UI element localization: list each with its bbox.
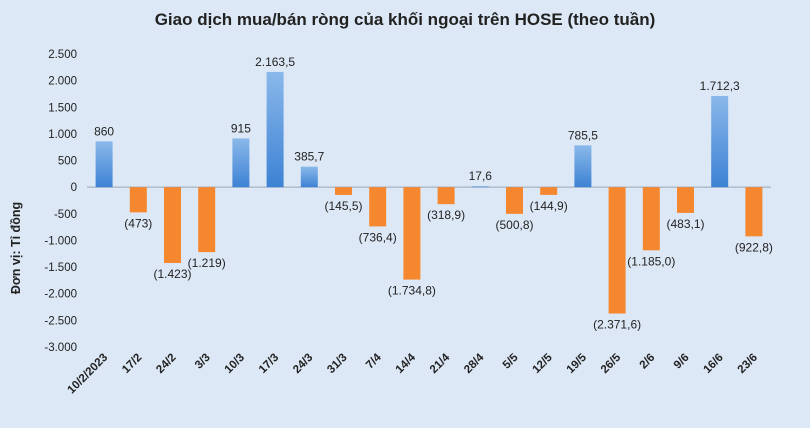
bar xyxy=(266,71,284,188)
x-tick-label: 2/6 xyxy=(638,352,658,372)
x-tick-label: 16/6 xyxy=(702,352,726,376)
y-tick-label: 500 xyxy=(58,156,77,168)
data-label: 1.712,3 xyxy=(700,79,740,93)
x-tick-label: 23/6 xyxy=(736,352,760,376)
bar xyxy=(574,145,592,188)
x-tick-label: 14/4 xyxy=(394,351,419,376)
y-tick-label: -3.000 xyxy=(44,342,77,354)
x-tick-label: 19/5 xyxy=(565,351,590,376)
y-tick-label: -2.500 xyxy=(44,315,77,327)
y-tick-label: 2.000 xyxy=(48,76,77,88)
bar xyxy=(232,138,250,188)
data-label: 17,6 xyxy=(469,169,493,183)
x-tick-label: 24/2 xyxy=(154,352,178,376)
bar xyxy=(471,186,489,188)
data-label: (1.423) xyxy=(153,267,191,281)
bar xyxy=(506,187,523,214)
data-label: (318,9) xyxy=(427,208,465,222)
y-tick-label: -1.500 xyxy=(44,262,77,274)
bar xyxy=(369,187,387,227)
data-label: (473) xyxy=(124,216,152,230)
bar xyxy=(300,166,318,188)
bar xyxy=(642,187,660,251)
bar xyxy=(198,187,216,253)
y-axis-label: Đơn vị: Tỉ đồng xyxy=(9,202,23,294)
x-tick-label: 28/4 xyxy=(462,351,487,376)
data-label: 385,7 xyxy=(294,150,324,164)
x-tick-label: 10/3 xyxy=(223,352,247,376)
bar xyxy=(540,187,558,195)
y-tick-label: 1.500 xyxy=(48,102,77,114)
x-tick-label: 31/3 xyxy=(325,352,349,376)
y-tick-label: 1.000 xyxy=(48,129,77,141)
bar xyxy=(129,187,147,213)
bar xyxy=(677,187,694,213)
data-labels: 860 (473) (1.423)(1.219) 915 2.163,5 385,7 (14… xyxy=(94,55,773,332)
data-label: (500,8) xyxy=(495,218,533,232)
x-axis-ticks: 10/2/2023 17/2 24/2 3/3 10/3 17/3 24/3 31/3 7/4 1… xyxy=(66,351,760,396)
y-tick-label: 0 xyxy=(71,182,77,194)
bar xyxy=(608,187,626,314)
data-label: (1.185,0) xyxy=(627,254,675,268)
y-tick-label: -2.000 xyxy=(44,289,77,301)
x-tick-label: 17/3 xyxy=(257,352,281,376)
y-axis-ticks: 2.500 2.000 1.500 1.000 500 0 -500 -1.000 -1.500… xyxy=(44,49,77,354)
data-label: 2.163,5 xyxy=(255,55,295,69)
x-tick-label: 26/5 xyxy=(599,351,624,376)
data-label: 860 xyxy=(94,124,114,138)
data-label: 915 xyxy=(231,121,251,135)
y-tick-label: -500 xyxy=(54,209,77,221)
bar xyxy=(745,187,763,237)
x-tick-label: 17/2 xyxy=(120,352,144,376)
data-label: (736,4) xyxy=(359,230,397,244)
data-label: (1.734,8) xyxy=(388,284,436,298)
x-tick-label: 3/3 xyxy=(193,352,213,372)
x-tick-label: 5/5 xyxy=(501,351,521,371)
data-label: (145,5) xyxy=(324,199,362,213)
x-tick-label: 24/3 xyxy=(291,352,315,376)
x-tick-label: 7/4 xyxy=(364,351,384,371)
bar xyxy=(711,95,729,188)
x-tick-label: 21/4 xyxy=(428,351,453,376)
x-tick-label: 9/6 xyxy=(672,352,692,372)
data-label: 785,5 xyxy=(568,128,598,142)
y-tick-label: -1.000 xyxy=(44,235,77,247)
bar xyxy=(403,187,421,280)
data-label: (1.219) xyxy=(188,256,226,270)
bars xyxy=(95,71,763,314)
data-label: (2.371,6) xyxy=(593,318,641,332)
bar xyxy=(437,187,455,205)
x-tick-label: 10/2/2023 xyxy=(66,352,111,397)
data-label: (144,9) xyxy=(530,199,568,213)
bar xyxy=(164,187,181,263)
chart-title: Giao dịch mua/bán ròng của khối ngoại tr… xyxy=(154,10,656,29)
x-tick-label: 12/5 xyxy=(531,351,556,376)
bar xyxy=(335,187,352,195)
data-label: (922,8) xyxy=(735,240,773,254)
y-tick-label: 2.500 xyxy=(48,49,77,61)
data-label: (483,1) xyxy=(666,217,704,231)
bar xyxy=(95,141,113,188)
